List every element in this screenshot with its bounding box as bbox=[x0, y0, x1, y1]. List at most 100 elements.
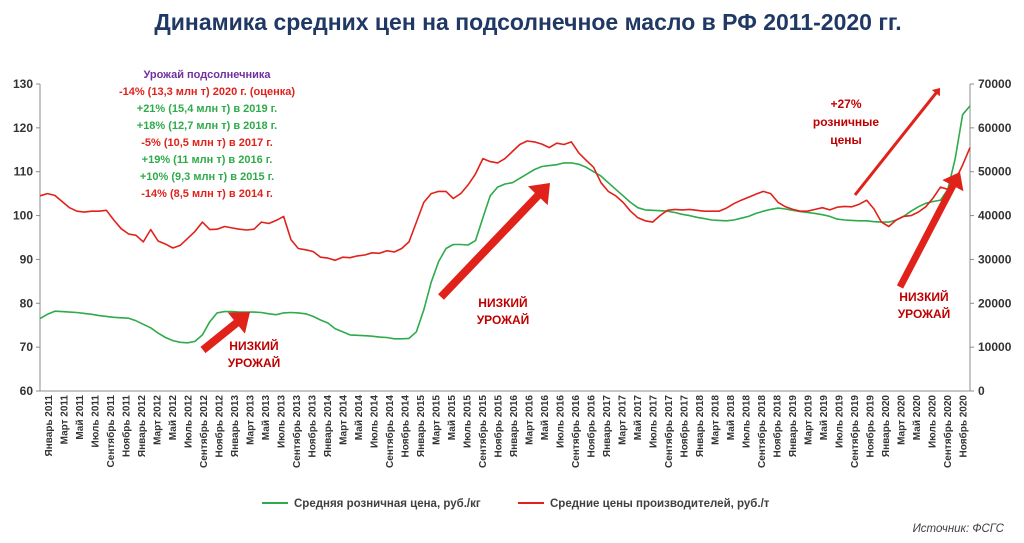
x-tick-label: Ноябрь 2013 bbox=[306, 395, 318, 458]
x-tick-label: Сентябрь 2017 bbox=[663, 395, 675, 468]
harvest-line: +19% (11 млн т) в 2016 г. bbox=[142, 154, 273, 166]
x-tick-label: Май 2017 bbox=[633, 395, 644, 441]
arrow-retail-increase bbox=[853, 88, 940, 196]
x-tick-label: Июль 2013 bbox=[276, 395, 287, 448]
y-left-tick: 110 bbox=[14, 165, 34, 179]
x-tick-label: Ноябрь 2020 bbox=[957, 395, 969, 458]
x-tick-label: Март 2012 bbox=[152, 395, 163, 445]
y-right-tick: 40000 bbox=[978, 209, 1012, 223]
x-tick-label: Сентябрь 2020 bbox=[942, 395, 954, 468]
x-tick-label: Май 2018 bbox=[726, 395, 737, 441]
x-tick-label: Сентябрь 2011 bbox=[105, 395, 117, 468]
x-tick-label: Май 2016 bbox=[540, 395, 551, 441]
x-tick-label: Май 2011 bbox=[75, 395, 86, 440]
x-tick-label: Ноябрь 2012 bbox=[213, 395, 225, 458]
x-tick-label: Сентябрь 2016 bbox=[570, 395, 582, 468]
source-note: Источник: ФСГС bbox=[913, 523, 1005, 535]
x-tick-label: Ноябрь 2017 bbox=[678, 395, 690, 458]
low-harvest-label-2: НИЗКИЙ УРОЖАЙ bbox=[477, 295, 530, 327]
low-harvest-2-line-1: НИЗКИЙ bbox=[478, 295, 527, 310]
low-harvest-3-line-2: УРОЖАЙ bbox=[898, 306, 951, 321]
x-tick-label: Январь 2015 bbox=[416, 395, 427, 458]
y-left-tick: 120 bbox=[13, 121, 33, 135]
legend-label-producer: Средние цены производителей, руб./т bbox=[550, 498, 770, 510]
x-tick-label: Март 2015 bbox=[431, 395, 442, 445]
trend-arrows bbox=[200, 88, 964, 354]
arrow-low-harvest-2 bbox=[438, 183, 550, 300]
x-tick-label: Сентябрь 2018 bbox=[756, 395, 768, 468]
x-tick-label: Январь 2012 bbox=[137, 395, 148, 458]
harvest-annotation: Урожай подсолнечника -14% (13,3 млн т) 2… bbox=[119, 69, 295, 200]
x-tick-label: Январь 2016 bbox=[509, 395, 520, 458]
x-tick-label: Январь 2017 bbox=[602, 395, 613, 458]
harvest-line: +18% (12,7 млн т) в 2018 г. bbox=[137, 120, 277, 132]
series-line-retail bbox=[39, 105, 971, 344]
x-tick-label: Июль 2011 bbox=[90, 395, 101, 448]
y-right-tick: 60000 bbox=[978, 121, 1012, 135]
retail-increase-line-1: +27% bbox=[830, 97, 861, 111]
x-tick-label: Май 2012 bbox=[168, 395, 179, 441]
series-line-producer bbox=[39, 140, 971, 262]
low-harvest-3-line-1: НИЗКИЙ bbox=[899, 289, 948, 304]
y-right-tick: 0 bbox=[978, 384, 985, 398]
x-tick-label: Январь 2018 bbox=[695, 395, 706, 458]
y-left-tick: 60 bbox=[20, 384, 34, 398]
x-tick-label: Май 2020 bbox=[912, 395, 923, 441]
retail-increase-label: +27% розничные цены bbox=[813, 97, 880, 147]
x-tick-label: Май 2015 bbox=[447, 395, 458, 441]
x-tick-label: Ноябрь 2016 bbox=[585, 395, 597, 458]
low-harvest-label-3: НИЗКИЙ УРОЖАЙ bbox=[898, 289, 951, 321]
x-tick-label: Ноябрь 2014 bbox=[399, 395, 411, 458]
x-tick-label: Март 2013 bbox=[245, 395, 256, 445]
x-tick-label: Май 2014 bbox=[354, 395, 365, 441]
x-tick-label: Январь 2019 bbox=[788, 395, 799, 458]
x-tick-label: Март 2019 bbox=[803, 395, 814, 445]
y-right-tick: 10000 bbox=[978, 340, 1012, 354]
x-tick-label: Июль 2016 bbox=[555, 395, 566, 448]
x-tick-label: Март 2016 bbox=[524, 395, 535, 445]
x-tick-label: Июль 2014 bbox=[369, 395, 380, 448]
x-tick-label: Март 2011 bbox=[59, 395, 70, 445]
x-tick-label: Июль 2018 bbox=[741, 395, 752, 448]
x-tick-label: Июль 2017 bbox=[648, 395, 659, 448]
x-tick-label: Июль 2012 bbox=[183, 395, 194, 448]
y-left-tick: 90 bbox=[20, 252, 34, 266]
x-tick-label: Май 2019 bbox=[819, 395, 830, 441]
y-left-tick: 70 bbox=[20, 340, 34, 354]
y-right-tick: 50000 bbox=[978, 165, 1012, 179]
y-left-tick: 100 bbox=[13, 209, 33, 223]
x-tick-label: Март 2017 bbox=[617, 395, 628, 445]
x-tick-label: Сентябрь 2013 bbox=[291, 395, 303, 468]
x-axis: Январь 2011 Март 2011 Май 2011 Июль 2011 Сен… bbox=[44, 395, 969, 468]
retail-increase-line-2: розничные bbox=[813, 115, 880, 129]
low-harvest-1-line-1: НИЗКИЙ bbox=[229, 338, 278, 353]
low-harvest-label-1: НИЗКИЙ УРОЖАЙ bbox=[228, 338, 281, 370]
x-tick-label: Сентябрь 2015 bbox=[477, 395, 489, 468]
harvest-title: Урожай подсолнечника bbox=[143, 69, 271, 81]
low-harvest-2-line-2: УРОЖАЙ bbox=[477, 312, 530, 327]
x-tick-label: Январь 2020 bbox=[881, 395, 892, 458]
harvest-line: -14% (8,5 млн т) в 2014 г. bbox=[141, 188, 273, 200]
x-tick-label: Июль 2015 bbox=[462, 395, 473, 448]
x-tick-label: Май 2013 bbox=[261, 395, 272, 441]
harvest-line: -5% (10,5 млн т) в 2017 г. bbox=[141, 137, 273, 149]
x-tick-label: Март 2018 bbox=[710, 395, 721, 445]
arrow-low-harvest-1 bbox=[200, 312, 250, 354]
y-axis-right: 70000 60000 50000 40000 30000 20000 10000 0 bbox=[970, 77, 1012, 398]
y-left-tick: 130 bbox=[13, 77, 33, 91]
x-tick-label: Март 2014 bbox=[338, 395, 349, 445]
x-tick-label: Ноябрь 2019 bbox=[864, 395, 876, 458]
y-left-tick: 80 bbox=[20, 296, 34, 310]
x-tick-label: Сентябрь 2014 bbox=[384, 395, 396, 468]
legend-label-retail: Средняя розничная цена, руб./кг bbox=[294, 498, 481, 510]
x-tick-label: Июль 2019 bbox=[834, 395, 845, 448]
y-right-tick: 70000 bbox=[978, 77, 1012, 91]
chart-title: Динамика средних цен на подсолнечное мас… bbox=[154, 9, 901, 35]
harvest-line: -14% (13,3 млн т) 2020 г. (оценка) bbox=[119, 86, 295, 98]
x-tick-label: Январь 2011 bbox=[44, 395, 55, 457]
y-right-tick: 20000 bbox=[978, 296, 1012, 310]
x-tick-label: Январь 2014 bbox=[323, 395, 334, 458]
arrow-low-harvest-3 bbox=[896, 172, 964, 289]
x-tick-label: Ноябрь 2011 bbox=[120, 395, 132, 457]
